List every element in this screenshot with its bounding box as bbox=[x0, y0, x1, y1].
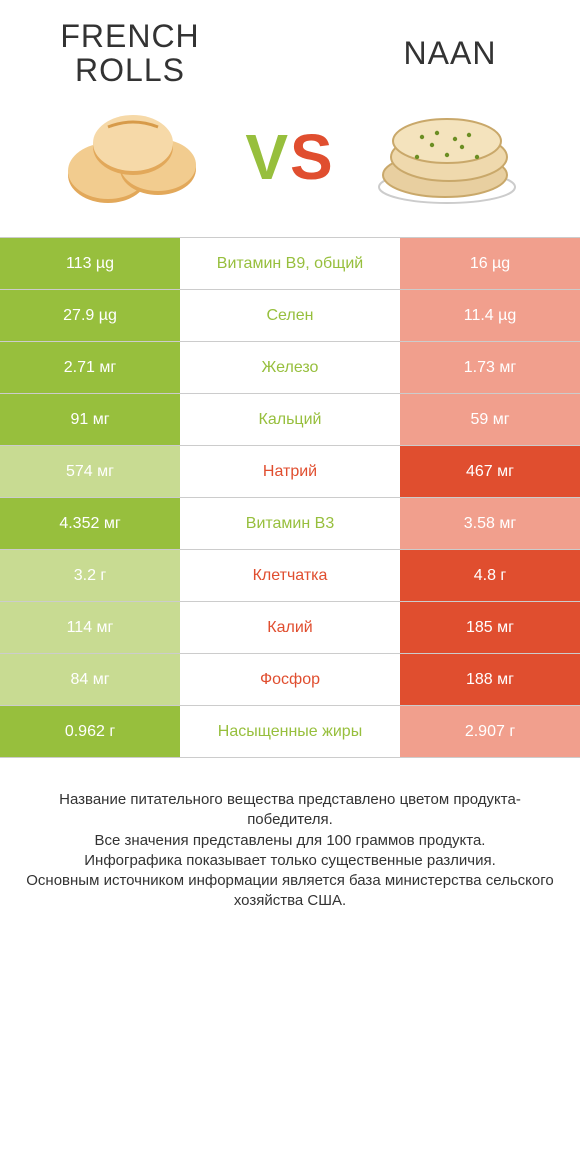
footnote-line: Инфографика показывает только существенн… bbox=[24, 851, 556, 871]
right-value: 1.73 мг bbox=[400, 342, 580, 393]
left-product-image bbox=[30, 97, 235, 217]
left-value: 27.9 µg bbox=[0, 290, 180, 341]
table-row: 91 мгКальций59 мг bbox=[0, 394, 580, 446]
nutrient-label: Селен bbox=[180, 290, 400, 341]
hero-row: VS bbox=[0, 97, 580, 237]
nutrient-label: Витамин B3 bbox=[180, 498, 400, 549]
table-row: 4.352 мгВитамин B33.58 мг bbox=[0, 498, 580, 550]
table-row: 113 µgВитамин B9, общий16 µg bbox=[0, 238, 580, 290]
table-row: 114 мгКалий185 мг bbox=[0, 602, 580, 654]
right-product-image bbox=[345, 97, 550, 217]
left-value: 2.71 мг bbox=[0, 342, 180, 393]
vs-label: VS bbox=[245, 125, 334, 189]
left-value: 84 мг bbox=[0, 654, 180, 705]
nutrient-label: Калий bbox=[180, 602, 400, 653]
infographic-root: FRENCHROLLS NAAN VS bbox=[0, 0, 580, 932]
right-product-title: NAAN bbox=[350, 37, 550, 71]
footnotes: Название питательного вещества представл… bbox=[0, 758, 580, 932]
nutrient-label: Витамин B9, общий bbox=[180, 238, 400, 289]
right-value: 2.907 г bbox=[400, 706, 580, 757]
left-value: 3.2 г bbox=[0, 550, 180, 601]
left-value: 91 мг bbox=[0, 394, 180, 445]
nutrient-label: Натрий bbox=[180, 446, 400, 497]
nutrient-label: Железо bbox=[180, 342, 400, 393]
footnote-line: Название питательного вещества представл… bbox=[24, 790, 556, 831]
left-value: 113 µg bbox=[0, 238, 180, 289]
nutrient-label: Кальций bbox=[180, 394, 400, 445]
table-row: 2.71 мгЖелезо1.73 мг bbox=[0, 342, 580, 394]
header: FRENCHROLLS NAAN bbox=[0, 0, 580, 97]
table-row: 3.2 гКлетчатка4.8 г bbox=[0, 550, 580, 602]
left-value: 114 мг bbox=[0, 602, 180, 653]
table-row: 0.962 гНасыщенные жиры2.907 г bbox=[0, 706, 580, 758]
right-value: 11.4 µg bbox=[400, 290, 580, 341]
table-row: 27.9 µgСелен11.4 µg bbox=[0, 290, 580, 342]
left-product-title: FRENCHROLLS bbox=[30, 20, 230, 87]
table-row: 574 мгНатрий467 мг bbox=[0, 446, 580, 498]
table-row: 84 мгФосфор188 мг bbox=[0, 654, 580, 706]
comparison-table: 113 µgВитамин B9, общий16 µg27.9 µgСелен… bbox=[0, 237, 580, 758]
nutrient-label: Насыщенные жиры bbox=[180, 706, 400, 757]
vs-s: S bbox=[290, 121, 335, 193]
right-value: 4.8 г bbox=[400, 550, 580, 601]
left-value: 574 мг bbox=[0, 446, 180, 497]
footnote-line: Основным источником информации является … bbox=[24, 871, 556, 912]
right-value: 188 мг bbox=[400, 654, 580, 705]
right-value: 185 мг bbox=[400, 602, 580, 653]
right-value: 467 мг bbox=[400, 446, 580, 497]
vs-v: V bbox=[245, 121, 290, 193]
right-value: 16 µg bbox=[400, 238, 580, 289]
right-value: 59 мг bbox=[400, 394, 580, 445]
nutrient-label: Клетчатка bbox=[180, 550, 400, 601]
right-value: 3.58 мг bbox=[400, 498, 580, 549]
left-value: 4.352 мг bbox=[0, 498, 180, 549]
left-value: 0.962 г bbox=[0, 706, 180, 757]
nutrient-label: Фосфор bbox=[180, 654, 400, 705]
footnote-line: Все значения представлены для 100 граммо… bbox=[24, 831, 556, 851]
